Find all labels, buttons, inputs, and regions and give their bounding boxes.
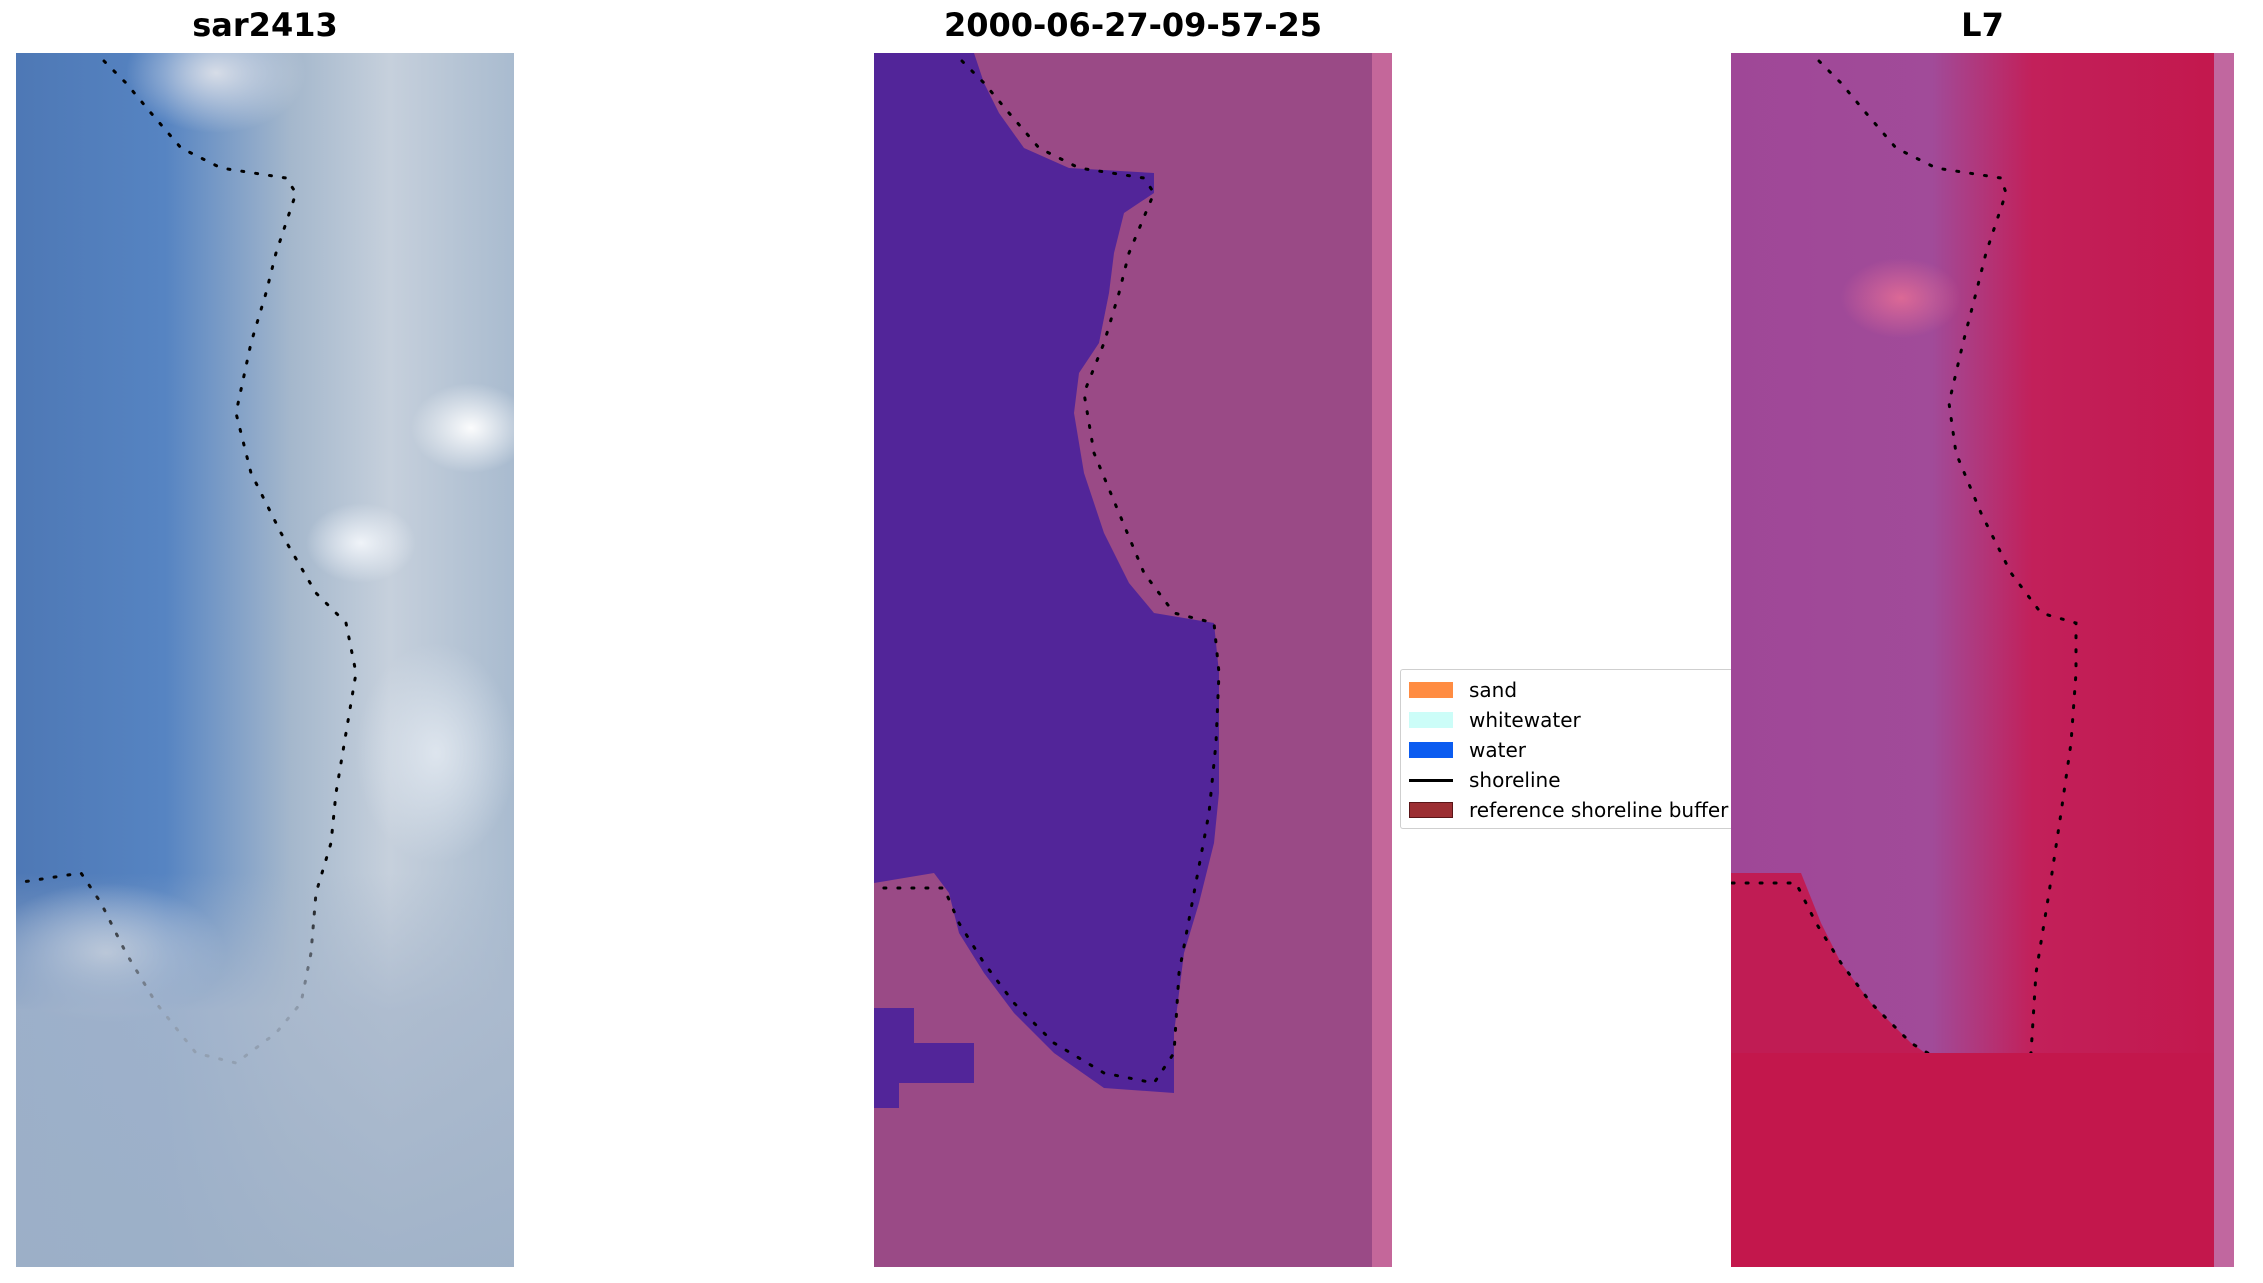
legend-item-reference-buffer: reference shoreline buffer [1409, 796, 1728, 824]
mndwi-image-panel [1731, 53, 2234, 1267]
legend-label: shoreline [1469, 768, 1561, 792]
water-class-patch [874, 1008, 974, 1108]
sand-swatch [1409, 682, 1453, 698]
water-class-speck [1034, 291, 1054, 331]
reference-buffer-swatch [1409, 802, 1453, 818]
shoreline-dots [874, 59, 1221, 1085]
legend-item-shoreline: shoreline [1409, 766, 1561, 794]
legend-item-sand: sand [1409, 676, 1517, 704]
water-swatch [1409, 742, 1453, 758]
rgb-image-panel [16, 53, 514, 1267]
legend-item-water: water [1409, 736, 1526, 764]
shoreline-dots [16, 59, 358, 1065]
shoreline-dots [1731, 59, 2078, 1085]
legend-label: whitewater [1469, 708, 1581, 732]
shoreline-overlay-mndwi [1731, 59, 2078, 1267]
panel-title-sensor: L7 [1961, 6, 2004, 44]
legend-label: reference shoreline buffer [1469, 798, 1729, 822]
classification-overlay [874, 53, 1221, 1108]
panel-title-rgb: sar2413 [192, 6, 338, 44]
shoreline-line-swatch [1409, 778, 1453, 782]
legend-label: water [1469, 738, 1526, 762]
legend: sand whitewater water shoreline referenc… [1400, 669, 1731, 829]
water-class-region [874, 53, 1219, 1093]
legend-label: sand [1469, 678, 1518, 702]
legend-item-whitewater: whitewater [1409, 706, 1581, 734]
shoreline-overlay-rgb [16, 59, 358, 1065]
panel-title-classified: 2000-06-27-09-57-25 [943, 6, 1323, 44]
classified-image-panel [874, 53, 1392, 1267]
whitewater-swatch [1409, 712, 1453, 728]
low-index-region [1731, 873, 2031, 1267]
